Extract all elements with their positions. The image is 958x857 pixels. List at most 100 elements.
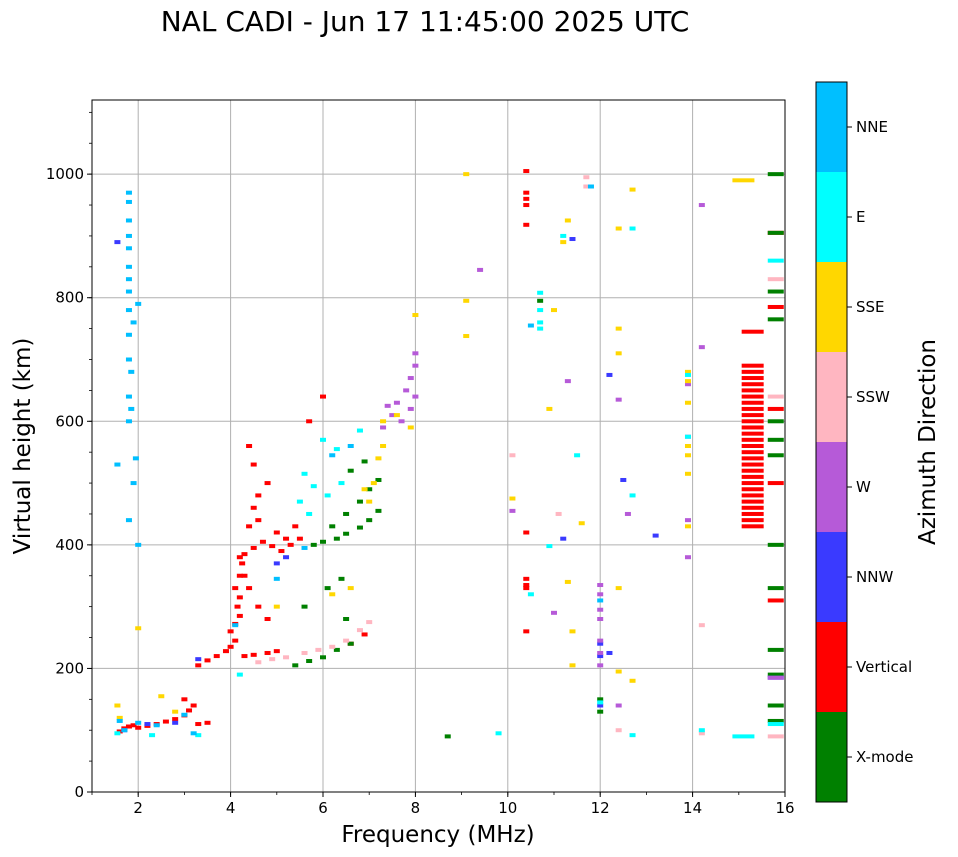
data-point-x-mode <box>343 511 350 516</box>
data-point-nne <box>181 712 188 717</box>
data-point-vertical <box>741 425 764 430</box>
data-point-vertical <box>269 544 276 549</box>
data-point-vertical <box>741 493 764 498</box>
data-point-vertical <box>741 456 764 461</box>
data-point-x-mode <box>767 172 784 177</box>
data-point-vertical <box>204 720 211 725</box>
x-tick-label: 10 <box>498 799 517 817</box>
data-point-nne <box>130 320 137 325</box>
data-point-x-mode <box>292 663 299 668</box>
data-point-sse <box>684 444 691 448</box>
data-point-e <box>195 733 202 738</box>
x-tick-label: 8 <box>411 799 421 817</box>
data-point-nne <box>135 542 142 547</box>
x-tick-label: 14 <box>683 799 702 817</box>
data-point-x-mode <box>329 524 336 529</box>
data-point-sse <box>684 400 691 405</box>
data-point-ssw <box>255 660 262 665</box>
colorbar-swatch <box>816 82 847 172</box>
data-point-sse <box>615 326 622 331</box>
data-point-vertical <box>250 545 257 550</box>
data-point-vertical <box>246 444 253 448</box>
data-point-sse <box>615 351 622 356</box>
data-point-nnw <box>283 555 290 560</box>
data-point-nne <box>128 369 135 374</box>
data-point-nne <box>125 246 132 251</box>
data-point-vertical <box>250 462 257 467</box>
data-point-sse <box>629 187 636 192</box>
data-point-ssw <box>767 277 784 282</box>
data-point-vertical <box>523 222 530 227</box>
data-point-ssw <box>583 184 590 189</box>
data-point-w <box>615 397 622 402</box>
data-point-w <box>684 518 691 523</box>
data-point-e <box>629 226 636 231</box>
data-point-w <box>393 400 400 405</box>
axis-ticks: 2 4 6 8 10 12 14 16 0 200 400 600 800 1000 <box>46 111 795 817</box>
y-tick-label: 800 <box>55 289 84 307</box>
data-point-sse <box>361 487 368 492</box>
data-point-nne <box>329 453 336 458</box>
data-point-x-mode <box>343 531 350 536</box>
data-point-ssw <box>767 734 784 739</box>
data-point-w <box>407 406 414 411</box>
data-point-vertical <box>236 595 243 600</box>
data-point-e <box>306 511 313 516</box>
colorbar-category-label: W <box>856 478 871 496</box>
data-point-e <box>236 672 243 677</box>
data-point-vertical <box>283 536 290 541</box>
data-point-w <box>684 382 691 387</box>
data-point-sse <box>732 178 755 183</box>
data-point-vertical <box>741 394 764 399</box>
data-point-vertical <box>523 169 530 174</box>
data-point-x-mode <box>767 672 784 677</box>
data-point-nnw <box>144 722 151 727</box>
x-tick-label: 4 <box>226 799 236 817</box>
data-point-nne <box>125 199 132 204</box>
data-point-nne <box>125 518 132 523</box>
data-point-x-mode <box>356 499 363 504</box>
data-point-vertical <box>523 586 530 591</box>
data-point-vertical <box>232 638 239 643</box>
data-point-nne <box>153 723 160 728</box>
data-point-vertical <box>741 400 764 405</box>
data-point-x-mode <box>333 647 340 652</box>
data-point-nne <box>347 444 354 448</box>
data-point-ssw <box>366 620 373 625</box>
data-point-e <box>546 544 553 549</box>
data-point-x-mode <box>767 419 784 424</box>
data-point-w <box>767 675 784 680</box>
data-point-vertical <box>741 406 764 411</box>
data-point-w <box>389 413 396 418</box>
data-point-vertical <box>241 573 248 578</box>
data-point-vertical <box>741 413 764 418</box>
data-point-w <box>597 592 604 597</box>
data-point-e <box>597 700 604 705</box>
colorbar-swatch <box>816 622 847 712</box>
data-point-w <box>407 376 414 381</box>
data-point-x-mode <box>537 298 544 303</box>
data-point-sse <box>615 669 622 674</box>
data-point-ssw <box>269 657 276 662</box>
data-point-w <box>398 419 405 424</box>
data-point-vertical <box>523 629 530 634</box>
data-point-vertical <box>278 549 285 554</box>
data-point-x-mode <box>324 586 331 591</box>
data-point-x-mode <box>366 487 373 492</box>
data-point-e <box>296 499 303 504</box>
data-point-w <box>412 394 419 399</box>
data-point-nne <box>125 264 132 269</box>
data-point-e <box>684 372 691 377</box>
colorbar: X-mode Vertical NNW W SSW SSE E NNE <box>815 81 913 803</box>
data-point-w <box>477 267 484 272</box>
data-point-vertical <box>162 719 169 724</box>
data-point-nne <box>135 720 142 725</box>
colorbar-frame <box>815 81 848 803</box>
data-point-w <box>509 508 516 513</box>
data-point-w <box>597 650 604 655</box>
colorbar-category-label: NNE <box>856 118 888 136</box>
data-point-x-mode <box>767 586 784 591</box>
data-point-e <box>356 428 363 433</box>
data-point-w <box>384 403 391 408</box>
data-point-e <box>320 437 326 442</box>
